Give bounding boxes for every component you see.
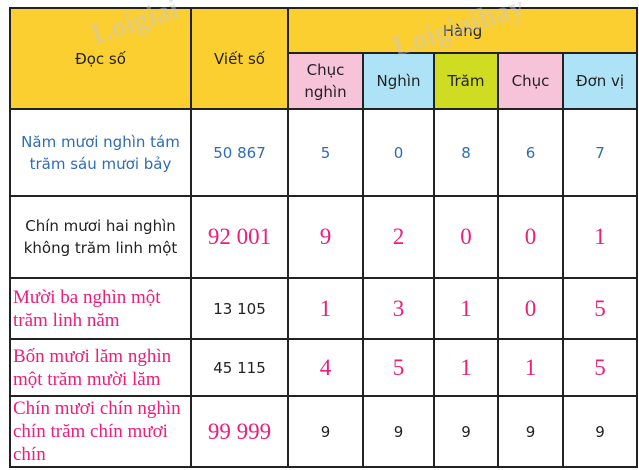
table-row: Bốn mươi lăm nghìn một trăm mười lăm 45 1… xyxy=(9,338,639,397)
header-write: Viết số xyxy=(190,7,289,110)
digit-cell: 0 xyxy=(497,277,564,340)
place-value-table: Đọc số Viết số Hàng Chục nghìn Nghìn Tră… xyxy=(9,7,639,468)
header-thousands: Nghìn xyxy=(362,52,435,110)
header-hundreds: Trăm xyxy=(433,52,499,110)
write-cell: 45 115 xyxy=(190,338,289,397)
digit-cell: 9 xyxy=(433,395,499,468)
write-cell: 13 105 xyxy=(190,277,289,340)
digit-cell: 1 xyxy=(433,277,499,340)
digit-cell: 4 xyxy=(287,338,364,397)
digit-cell: 9 xyxy=(561,395,639,468)
digit-cell: 7 xyxy=(561,108,639,197)
digit-cell: 0 xyxy=(433,195,499,279)
table-row: Chín mươi chín nghìn chín trăm chín mươi… xyxy=(9,395,639,468)
digit-cell: 5 xyxy=(362,338,435,397)
write-cell: 92 001 xyxy=(190,195,289,279)
digit-cell: 0 xyxy=(497,195,564,279)
digit-cell: 3 xyxy=(362,277,435,340)
digit-cell: 9 xyxy=(362,395,435,468)
digit-cell: 1 xyxy=(287,277,364,340)
digit-cell: 5 xyxy=(561,338,639,397)
digit-cell: 1 xyxy=(497,338,564,397)
digit-cell: 5 xyxy=(287,108,364,197)
write-cell: 99 999 xyxy=(190,395,289,468)
digit-cell: 9 xyxy=(287,195,364,279)
read-cell: Mười ba nghìn một trăm linh năm xyxy=(9,277,192,340)
digit-cell: 5 xyxy=(561,277,639,340)
read-cell: Chín mươi hai nghìn không trăm linh một xyxy=(9,195,192,279)
header-read: Đọc số xyxy=(9,7,192,110)
digit-cell: 9 xyxy=(287,395,364,468)
digit-cell: 6 xyxy=(497,108,564,197)
header-tens: Chục xyxy=(497,52,564,110)
digit-cell: 8 xyxy=(433,108,499,197)
header-ten-thousands: Chục nghìn xyxy=(287,52,364,110)
read-cell: Chín mươi chín nghìn chín trăm chín mươi… xyxy=(9,395,192,468)
read-cell: Năm mươi nghìn tám trăm sáu mươi bảy xyxy=(9,108,192,197)
digit-cell: 2 xyxy=(362,195,435,279)
read-cell: Bốn mươi lăm nghìn một trăm mười lăm xyxy=(9,338,192,397)
table-row: Chín mươi hai nghìn không trăm linh một 9… xyxy=(9,195,639,279)
digit-cell: 0 xyxy=(362,108,435,197)
digit-cell: 1 xyxy=(561,195,639,279)
header-places: Hàng xyxy=(286,7,639,54)
digit-cell: 9 xyxy=(497,395,564,468)
write-cell: 50 867 xyxy=(190,108,289,197)
table-row: Năm mươi nghìn tám trăm sáu mươi bảy 50 8… xyxy=(9,108,639,197)
table-row: Mười ba nghìn một trăm linh năm 13 105 1 3 1… xyxy=(9,277,639,340)
header-units: Đơn vị xyxy=(561,52,639,110)
digit-cell: 1 xyxy=(433,338,499,397)
